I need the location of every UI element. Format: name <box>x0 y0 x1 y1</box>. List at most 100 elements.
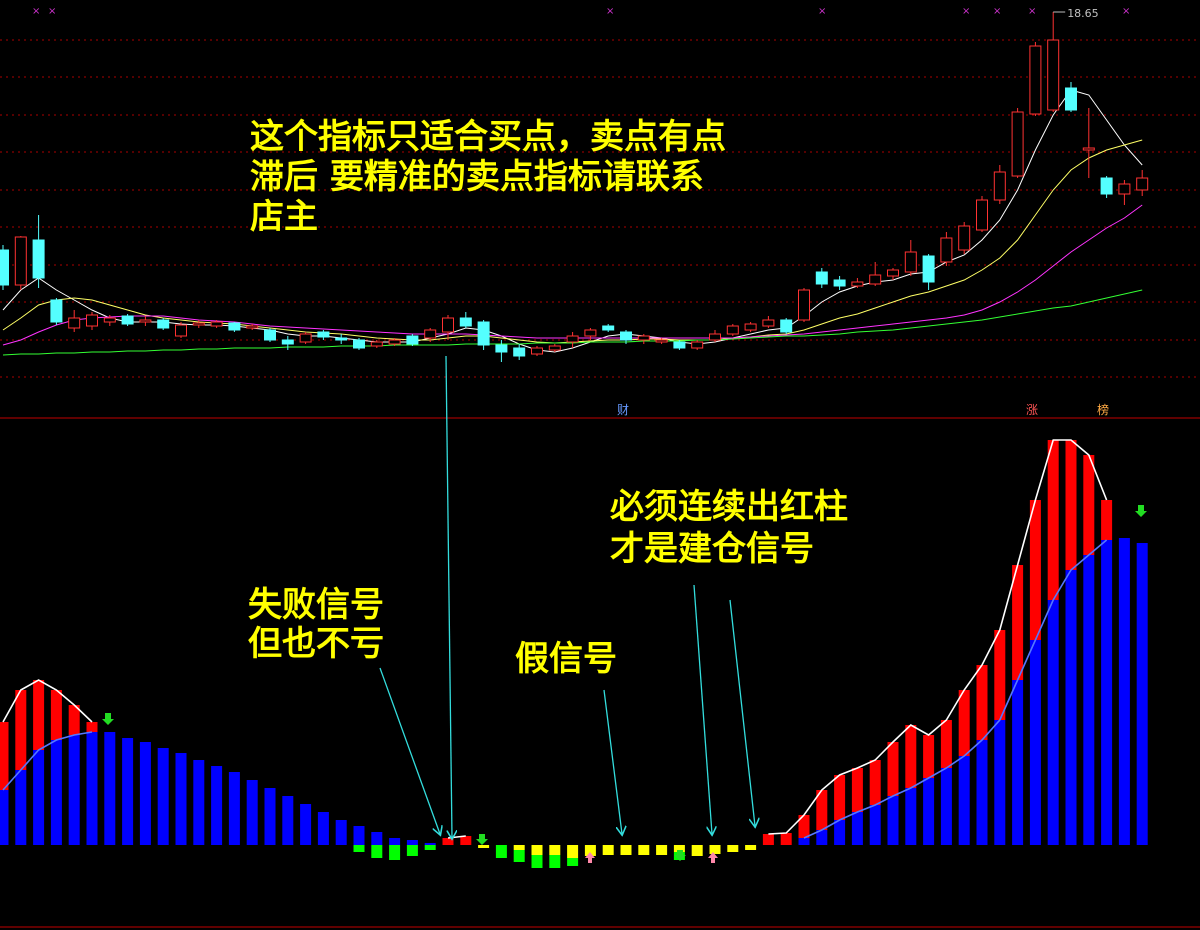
indicator-bar <box>1136 543 1148 845</box>
indicator-bar <box>68 705 80 735</box>
indicator-bar <box>15 770 27 845</box>
indicator-bar <box>282 796 294 845</box>
candle-body <box>691 341 704 349</box>
indicator-bar <box>531 845 543 855</box>
indicator-bar <box>68 735 80 845</box>
indicator-bar <box>869 805 881 845</box>
indicator-bar <box>15 690 27 770</box>
up-arrow-icon <box>708 852 718 863</box>
indicator-bar <box>33 750 45 845</box>
indicator-bar <box>940 768 952 845</box>
indicator-bar <box>353 845 365 852</box>
candle-body <box>1029 45 1042 115</box>
candle-body <box>246 325 259 329</box>
candle-body <box>548 345 561 351</box>
indicator-bar <box>958 756 970 845</box>
indicator-bar <box>104 732 116 845</box>
indicator-bar <box>745 845 757 850</box>
indicator-bar <box>549 845 561 855</box>
up-arrow-icon <box>585 852 595 863</box>
candle-body <box>50 299 63 323</box>
indicator-bar <box>869 760 881 805</box>
indicator-bar <box>727 845 739 852</box>
event-marker: 榜 <box>1097 402 1109 417</box>
candle-body <box>798 289 810 321</box>
annotation: 店主 <box>250 197 318 237</box>
indicator-bar <box>567 858 579 866</box>
candle-body <box>299 333 312 343</box>
down-arrow-icon <box>674 850 686 861</box>
candle-body <box>14 236 27 286</box>
event-marker: 涨 <box>1026 402 1038 417</box>
down-arrow-icon <box>476 834 488 845</box>
candle-body <box>317 331 330 338</box>
indicator-bar <box>567 845 579 858</box>
indicator-bar <box>584 845 596 856</box>
indicator-bar <box>246 780 258 845</box>
indicator-bar <box>673 845 685 852</box>
candle-body <box>513 347 526 357</box>
candle-body <box>175 324 187 337</box>
indicator-bar <box>994 720 1006 845</box>
arrow <box>603 689 622 834</box>
indicator-bar <box>460 836 472 845</box>
candle-body <box>335 337 348 341</box>
candle-body <box>1065 87 1077 111</box>
candle-body <box>744 323 757 331</box>
indicator-bar <box>834 775 846 820</box>
candle-body <box>531 347 543 355</box>
indicator-bar <box>86 722 98 732</box>
candle-body <box>1047 39 1060 111</box>
indicator-bar <box>1083 555 1095 845</box>
indicator-bar <box>638 845 650 855</box>
indicator-bar <box>816 830 828 845</box>
candle-body <box>833 279 846 287</box>
indicator-bar <box>1029 500 1041 640</box>
indicator-bar <box>0 790 9 845</box>
cross-marker: × <box>1122 6 1130 17</box>
indicator-bar <box>86 732 98 845</box>
candle-body <box>139 319 152 323</box>
indicator-bar <box>887 742 899 796</box>
candle-body <box>726 325 739 335</box>
indicator-bar <box>175 753 187 845</box>
indicator-bar <box>389 845 401 860</box>
candle-body <box>815 271 828 285</box>
indicator-bar <box>1047 440 1059 600</box>
candle-body <box>353 339 365 349</box>
indicator-bar <box>887 796 899 845</box>
cross-marker: × <box>1028 6 1036 17</box>
indicator-bar <box>549 855 561 868</box>
annotation: 必须连续出红柱 <box>610 487 848 527</box>
high-price-label: 18.65 <box>1067 7 1099 20</box>
candle-body <box>192 322 205 326</box>
candle-body <box>762 319 775 327</box>
candle-body <box>958 225 971 251</box>
candle-body <box>1118 183 1131 195</box>
indicator-bar <box>1118 538 1130 845</box>
candle-body <box>370 341 383 347</box>
indicator-bar <box>495 845 507 858</box>
indicator-bar <box>371 845 383 858</box>
candle-body <box>424 329 437 339</box>
indicator-bar <box>122 738 134 845</box>
candle-body <box>495 344 508 353</box>
indicator-bar <box>798 815 810 838</box>
candle-body <box>442 317 454 333</box>
indicator-bar <box>691 845 703 856</box>
indicator-bar <box>656 845 668 855</box>
annotation: 但也不亏 <box>248 624 384 664</box>
candle-body <box>673 341 686 349</box>
indicator-bar <box>958 690 970 756</box>
event-marker: 财 <box>617 403 629 417</box>
indicator-bar <box>335 820 347 845</box>
candle-body <box>68 317 81 329</box>
indicator-bar <box>317 812 329 845</box>
indicator-bar <box>1065 570 1077 845</box>
indicator-bar <box>620 845 632 855</box>
indicator-bar <box>513 850 525 862</box>
candle-body <box>887 269 899 277</box>
cross-marker: × <box>962 6 970 17</box>
indicator-bar <box>424 845 436 850</box>
candle-body <box>851 281 864 287</box>
